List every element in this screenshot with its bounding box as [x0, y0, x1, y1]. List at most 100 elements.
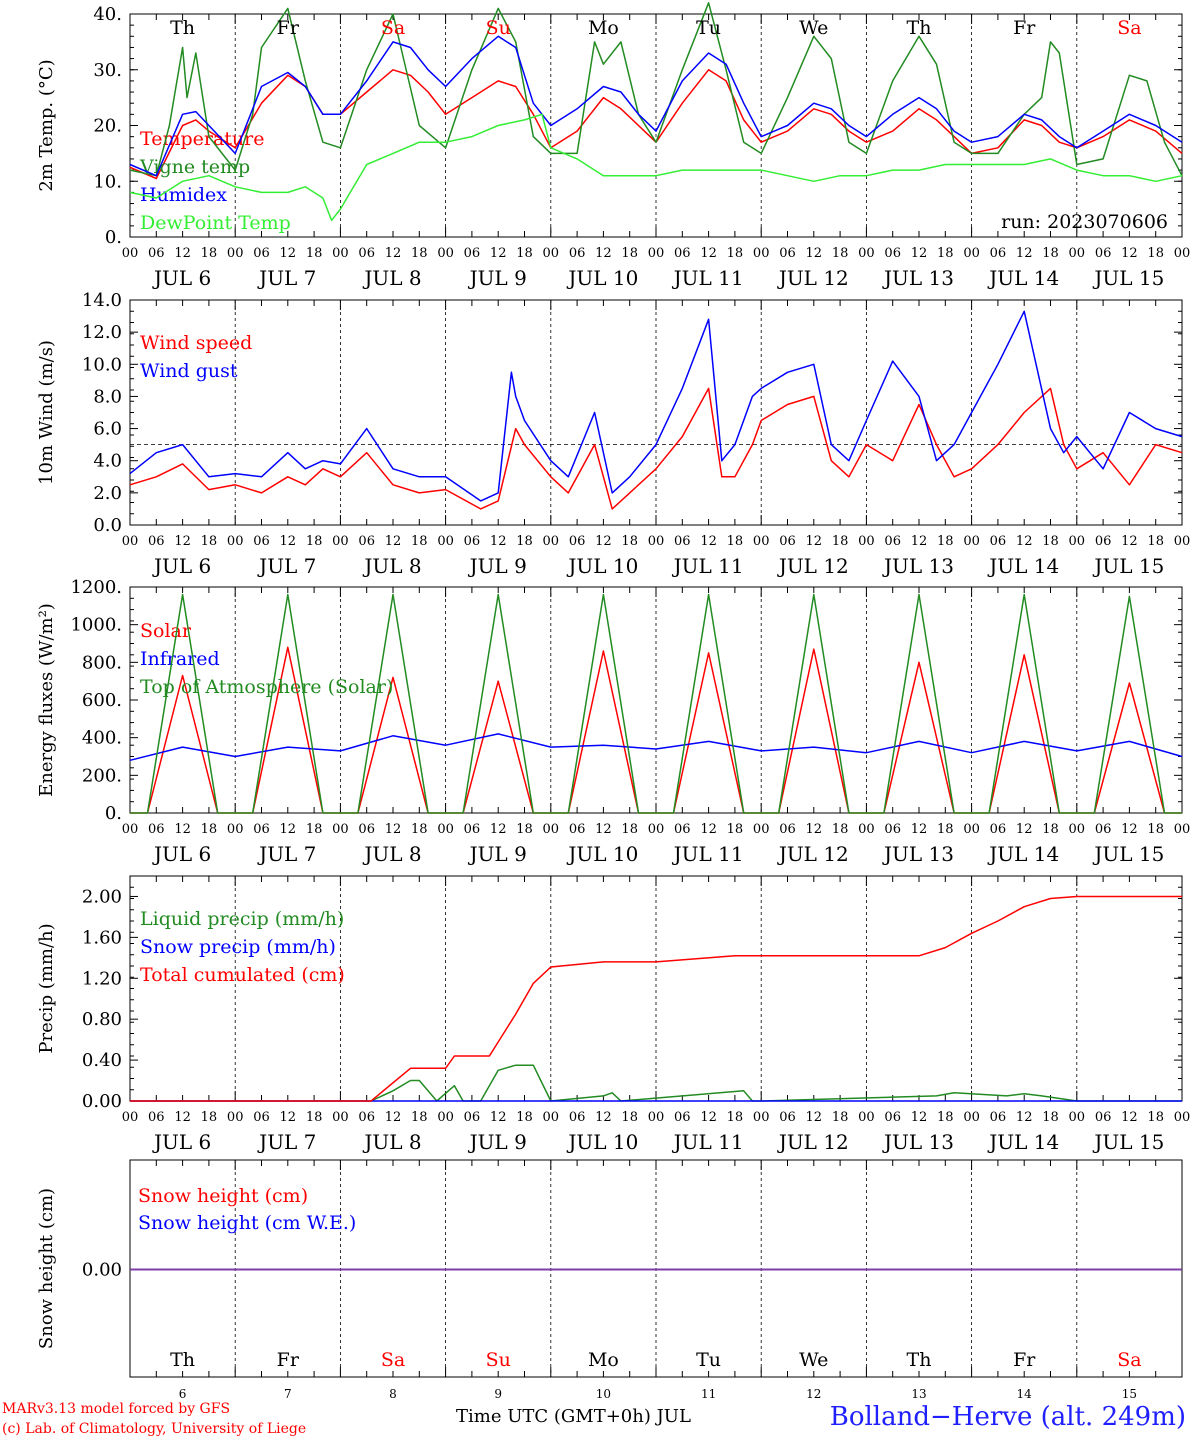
- y-tick-label: 0.: [105, 227, 122, 248]
- hour-tick-label: 18: [516, 1110, 533, 1125]
- hour-tick-label: 00: [122, 1110, 139, 1125]
- y-tick-label: 800.: [82, 652, 122, 673]
- hour-tick-label: 00: [332, 1110, 349, 1125]
- hour-tick-label: 18: [306, 534, 323, 549]
- hour-tick-label: 00: [332, 822, 349, 837]
- weekday-label: Mo: [588, 17, 619, 39]
- hour-tick-label: 12: [1121, 822, 1138, 837]
- hour-tick-label: 00: [753, 246, 770, 261]
- weekday-label: Tu: [696, 17, 721, 39]
- hour-tick-label: 18: [727, 1110, 744, 1125]
- y-tick-label: 4.0: [93, 451, 122, 472]
- date-label: JUL 8: [362, 842, 421, 866]
- panel-3: 0. 200. 400. 600. 800. 1000. 1200. Energy fluxe…: [36, 577, 1190, 866]
- hour-tick-label: 00: [1174, 1110, 1191, 1125]
- hour-tick-label: 12: [1121, 534, 1138, 549]
- y-tick-label: 8.0: [93, 386, 122, 407]
- date-label: JUL 15: [1092, 1130, 1164, 1154]
- hour-tick-label: 00: [1069, 246, 1086, 261]
- hour-tick-label: 12: [806, 534, 823, 549]
- hour-tick-label: 00: [753, 822, 770, 837]
- hour-tick-label: 00: [858, 534, 875, 549]
- hour-tick-label: 12: [700, 822, 717, 837]
- date-label: JUL 6: [152, 1130, 211, 1154]
- hour-tick-label: 18: [727, 246, 744, 261]
- panel-5: 0.00 Snow height (cm) Snow height (cm) Snow…: [36, 1159, 1183, 1401]
- legend-entry: Temperature: [140, 128, 264, 150]
- hour-tick-label: 12: [385, 1110, 402, 1125]
- hour-tick-label: 18: [621, 1110, 638, 1125]
- y-tick-label: 0.40: [82, 1050, 122, 1071]
- hour-tick-label: 18: [411, 534, 428, 549]
- hour-tick-label: 06: [674, 246, 691, 261]
- hour-tick-label: 12: [595, 822, 612, 837]
- hour-tick-label: 12: [911, 822, 928, 837]
- hour-tick-label: 18: [516, 534, 533, 549]
- series-dewpoint-temp: [129, 113, 1183, 222]
- day-number-label: 8: [389, 1387, 397, 1401]
- legend-entry: Snow precip (mm/h): [140, 936, 336, 958]
- hour-tick-label: 00: [122, 534, 139, 549]
- hour-tick-label: 18: [1042, 246, 1059, 261]
- hour-tick-label: 12: [806, 1110, 823, 1125]
- legend-entry: Humidex: [140, 184, 227, 206]
- date-label: JUL 9: [468, 1130, 527, 1154]
- legend-entry: Top of Atmosphere (Solar): [140, 676, 393, 698]
- hour-tick-label: 12: [595, 246, 612, 261]
- hour-tick-label: 00: [122, 822, 139, 837]
- y-axis-label: 2m Temp. (°C): [36, 59, 57, 191]
- y-tick-label: 10.0: [82, 354, 122, 375]
- day-number-label: 9: [494, 1387, 502, 1401]
- weekday-label: Sa: [1117, 1349, 1141, 1371]
- weekday-label: Th: [907, 17, 932, 39]
- weekday-label: Tu: [696, 1349, 721, 1371]
- series-humidex: [129, 35, 1183, 177]
- time-axis-label: Time UTC (GMT+0h) JUL: [456, 1406, 691, 1427]
- weekday-label: Sa: [381, 1349, 405, 1371]
- hour-tick-label: 12: [1121, 246, 1138, 261]
- date-label: JUL 7: [257, 842, 316, 866]
- date-label: JUL 10: [566, 842, 638, 866]
- hour-tick-label: 18: [1042, 534, 1059, 549]
- date-label: JUL 11: [672, 842, 744, 866]
- y-tick-label: 2.00: [82, 886, 122, 907]
- hour-tick-label: 18: [411, 1110, 428, 1125]
- series-liquid-precip-mm-h: [130, 1064, 1182, 1102]
- hour-tick-label: 00: [963, 246, 980, 261]
- legend-entry: Solar: [140, 620, 192, 642]
- day-number-label: 10: [596, 1387, 611, 1401]
- date-label: JUL 14: [987, 554, 1059, 578]
- hour-tick-label: 06: [253, 822, 270, 837]
- weekday-label: Mo: [588, 1349, 619, 1371]
- date-label: JUL 7: [257, 266, 316, 290]
- hour-tick-label: 06: [1095, 1110, 1112, 1125]
- y-tick-label: 0.00: [82, 1091, 122, 1112]
- legend-entry: Liquid precip (mm/h): [140, 908, 344, 930]
- hour-tick-label: 18: [832, 246, 849, 261]
- y-axis-label: Precip (mm/h): [36, 923, 57, 1053]
- hour-tick-label: 18: [937, 822, 954, 837]
- hour-tick-label: 00: [227, 534, 244, 549]
- hour-tick-label: 00: [437, 534, 454, 549]
- weekday-label: Su: [486, 17, 511, 39]
- hour-tick-label: 18: [1042, 1110, 1059, 1125]
- hour-tick-label: 00: [332, 534, 349, 549]
- hour-tick-label: 18: [621, 246, 638, 261]
- hour-tick-label: 00: [227, 1110, 244, 1125]
- hour-tick-label: 06: [990, 246, 1007, 261]
- day-number-label: 13: [911, 1387, 926, 1401]
- date-label: JUL 14: [987, 266, 1059, 290]
- y-tick-label: 1000.: [70, 615, 122, 636]
- hour-tick-label: 06: [674, 822, 691, 837]
- hour-tick-label: 18: [201, 246, 218, 261]
- hour-tick-label: 00: [122, 246, 139, 261]
- hour-tick-label: 12: [911, 1110, 928, 1125]
- hour-tick-label: 12: [1016, 1110, 1033, 1125]
- hour-tick-label: 12: [490, 1110, 507, 1125]
- date-label: JUL 13: [882, 842, 954, 866]
- legend-entry: Total cumulated (cm): [140, 964, 345, 986]
- hour-tick-label: 00: [1069, 534, 1086, 549]
- legend-entry: Infrared: [140, 648, 220, 670]
- hour-tick-label: 18: [621, 822, 638, 837]
- hour-tick-label: 06: [1095, 822, 1112, 837]
